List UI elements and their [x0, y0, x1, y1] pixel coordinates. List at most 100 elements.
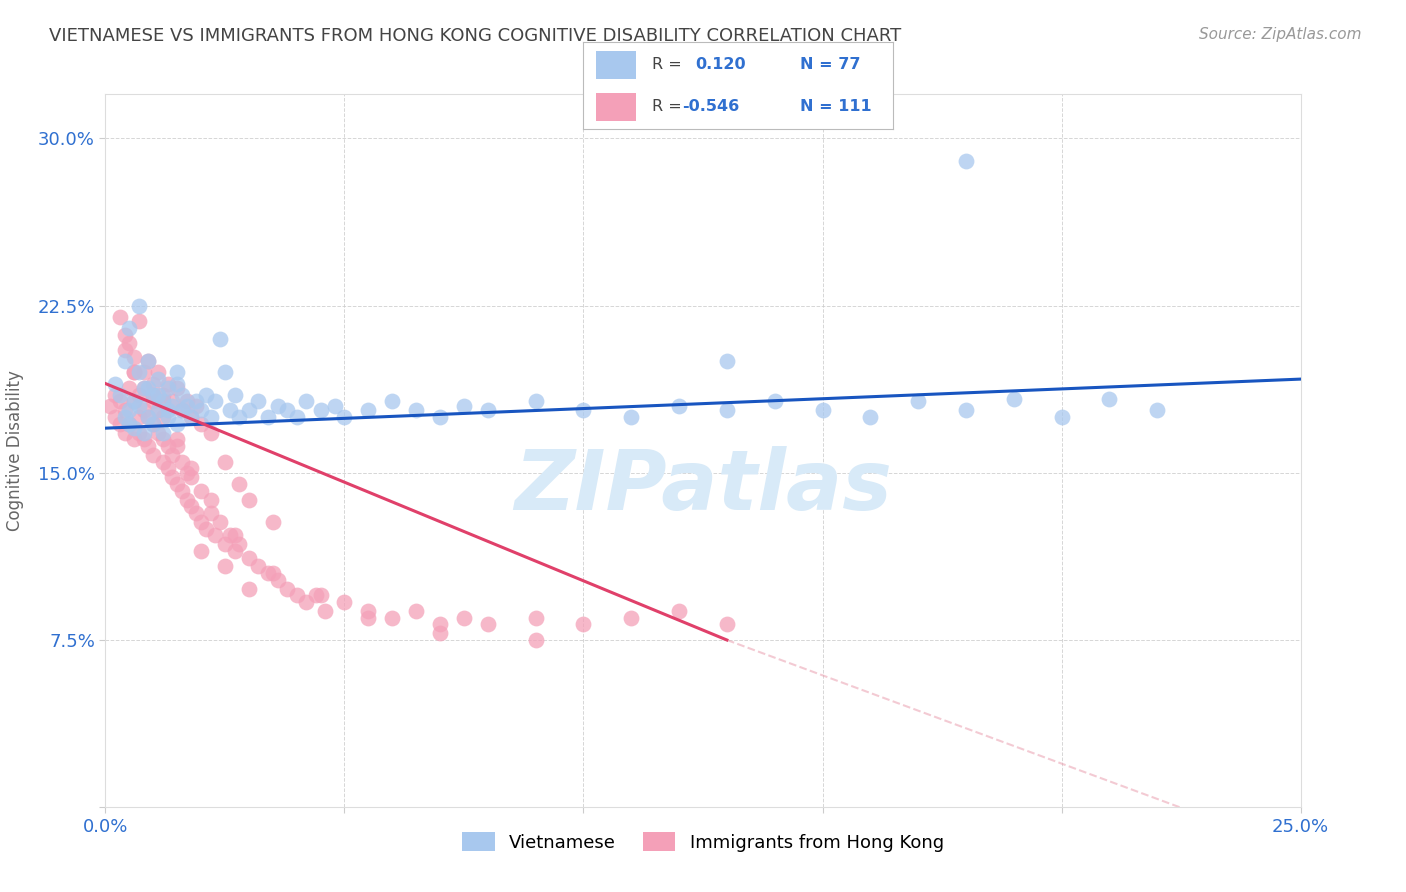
Point: [381, 611, 404, 625]
Point: [162, 399, 184, 413]
Point: [190, 483, 212, 498]
Point: [162, 470, 184, 484]
Point: [357, 403, 380, 417]
Point: [142, 417, 165, 431]
Point: [152, 394, 174, 409]
Point: [128, 425, 150, 440]
Point: [429, 617, 451, 632]
Point: [262, 515, 284, 529]
Point: [668, 604, 690, 618]
Point: [266, 573, 288, 587]
Point: [238, 582, 260, 596]
Point: [146, 425, 169, 440]
Point: [156, 461, 179, 475]
Point: [224, 544, 246, 558]
Point: [238, 403, 260, 417]
Point: [276, 582, 298, 596]
Point: [477, 403, 499, 417]
Point: [170, 483, 193, 498]
Point: [132, 381, 155, 395]
Point: [218, 403, 240, 417]
Y-axis label: Cognitive Disability: Cognitive Disability: [6, 370, 24, 531]
Text: N = 111: N = 111: [800, 99, 872, 114]
Point: [156, 403, 179, 417]
Point: [104, 410, 127, 425]
Point: [128, 314, 150, 328]
Point: [108, 394, 131, 409]
Point: [209, 332, 232, 346]
Point: [132, 425, 155, 440]
Point: [716, 403, 738, 417]
Point: [190, 417, 212, 431]
Point: [285, 589, 308, 603]
Point: [572, 403, 595, 417]
Point: [323, 399, 346, 413]
Point: [453, 611, 475, 625]
Point: [262, 566, 284, 581]
Point: [156, 439, 179, 453]
Point: [524, 633, 547, 648]
Point: [104, 387, 127, 401]
Point: [228, 410, 250, 425]
Point: [118, 381, 141, 395]
Point: [142, 448, 165, 462]
Point: [228, 537, 250, 551]
Point: [114, 343, 136, 358]
Point: [114, 327, 136, 342]
Text: R =: R =: [651, 99, 682, 114]
Point: [108, 387, 131, 401]
Point: [429, 626, 451, 640]
Point: [156, 376, 179, 391]
Point: [405, 403, 427, 417]
Point: [166, 366, 188, 380]
Point: [122, 394, 145, 409]
Point: [180, 470, 202, 484]
Point: [104, 376, 127, 391]
Point: [146, 403, 169, 417]
Point: [118, 336, 141, 351]
Point: [138, 354, 160, 368]
Point: [309, 403, 332, 417]
Text: N = 77: N = 77: [800, 57, 860, 72]
Point: [108, 310, 131, 324]
Point: [224, 387, 246, 401]
Point: [276, 403, 298, 417]
Point: [146, 366, 169, 380]
Point: [166, 376, 188, 391]
Point: [224, 528, 246, 542]
Point: [955, 403, 977, 417]
Point: [108, 417, 131, 431]
Point: [1146, 403, 1168, 417]
FancyBboxPatch shape: [596, 51, 636, 78]
Point: [142, 387, 165, 401]
Point: [1098, 392, 1121, 407]
Point: [381, 394, 404, 409]
Point: [142, 387, 165, 401]
Point: [247, 559, 270, 574]
Point: [152, 425, 174, 440]
Point: [128, 298, 150, 313]
Point: [152, 432, 174, 446]
Point: [118, 417, 141, 431]
Point: [190, 515, 212, 529]
Point: [524, 394, 547, 409]
Point: [146, 387, 169, 401]
Point: [128, 399, 150, 413]
Point: [200, 492, 222, 507]
Point: [1002, 392, 1025, 407]
Point: [176, 492, 198, 507]
Point: [257, 566, 280, 581]
Point: [333, 595, 356, 609]
Point: [194, 521, 217, 535]
Point: [128, 366, 150, 380]
Point: [152, 387, 174, 401]
Point: [166, 381, 188, 395]
Point: [524, 611, 547, 625]
Point: [132, 366, 155, 380]
Point: [142, 394, 165, 409]
Point: [180, 500, 202, 514]
Point: [214, 366, 236, 380]
Point: [214, 455, 236, 469]
Point: [142, 376, 165, 391]
Point: [152, 455, 174, 469]
